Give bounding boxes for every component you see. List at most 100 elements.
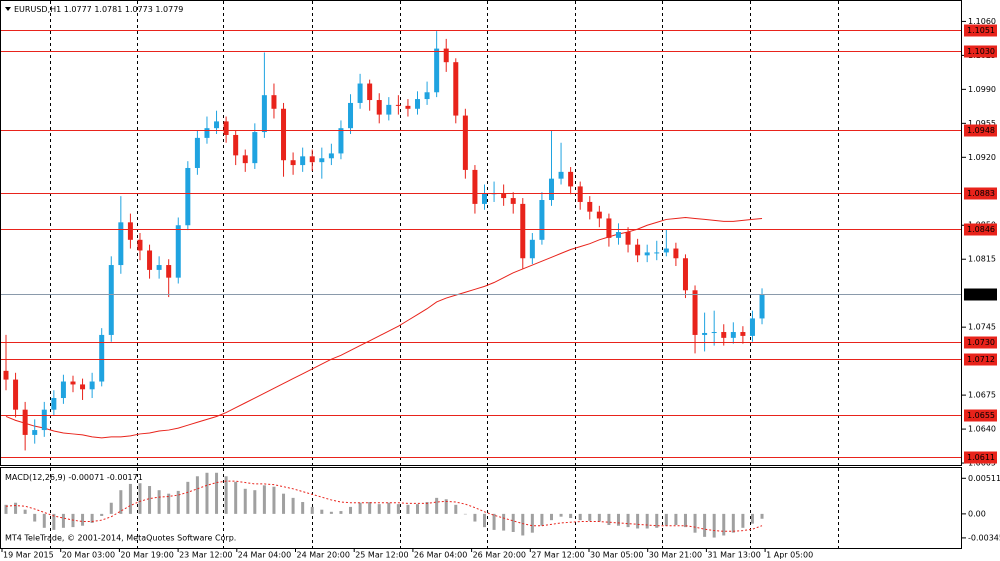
level-label: 1.0611 (967, 453, 995, 462)
candle-body (70, 381, 76, 385)
candle-body (673, 248, 679, 259)
x-tick-label: 31 Mar 13:00 (707, 551, 760, 560)
candle-body (147, 250, 153, 270)
macd-bar (454, 504, 458, 514)
y-tick-label: 0.00 (968, 509, 986, 518)
candle-body (51, 398, 57, 410)
macd-bar (301, 502, 305, 514)
macd-bar (683, 513, 687, 528)
candle-body (348, 102, 354, 129)
x-tick-label: 24 Mar 20:00 (297, 551, 350, 560)
level-label: 1.0655 (967, 411, 995, 420)
macd-bar (329, 511, 333, 514)
x-tick-label: 24 Mar 04:00 (238, 551, 291, 560)
level-label-box (964, 45, 997, 58)
candle-body (22, 409, 28, 435)
macd-bar (750, 513, 754, 524)
macd-bar (253, 490, 257, 514)
level-label: 1.0883 (967, 189, 995, 198)
candle-body (510, 198, 516, 204)
y-tick-label: 1.0675 (968, 391, 996, 400)
macd-bar (186, 481, 190, 514)
candle-body (32, 430, 38, 435)
macd-bar (387, 502, 391, 514)
macd-bar (492, 513, 496, 530)
macd-bar (559, 513, 563, 517)
candle-body (175, 225, 181, 278)
macd-bar (100, 513, 104, 516)
candle-body (635, 244, 641, 256)
candle-body (252, 132, 258, 164)
macd-signal-value: -0.00171 (107, 473, 143, 482)
footer: MT4 TeleTrade, © 2001-2014, MetaQuotes S… (5, 534, 236, 543)
plot (1, 30, 961, 538)
symbol: EURUSD,H1 (14, 5, 61, 14)
macd-bar (320, 509, 324, 514)
y-tick-label: 0.00511 (968, 474, 1000, 483)
candle-body (271, 95, 277, 109)
x-tick-label: 30 Mar 21:00 (649, 551, 702, 560)
menu-triangle (5, 7, 11, 11)
candle-body (654, 252, 660, 254)
x-tick-label: 26 Mar 20:00 (473, 551, 526, 560)
macd-bar (42, 513, 46, 528)
level-label: 1.0712 (967, 355, 995, 364)
candle-body (204, 128, 210, 138)
candle-body (520, 203, 526, 259)
y-tick-label: 1.0815 (968, 255, 996, 264)
level-label-box (964, 24, 997, 37)
candle-body (223, 121, 229, 135)
macd-bar (760, 513, 764, 519)
high-value: 1.0781 (94, 5, 122, 14)
level-label: 1.1051 (967, 26, 995, 35)
candle-body (625, 232, 631, 245)
candle-body (443, 48, 449, 63)
macd-bar (224, 476, 228, 514)
candle-body (156, 265, 162, 270)
macd-bar (588, 513, 592, 521)
candle-body (615, 232, 621, 238)
macd-bar (234, 481, 238, 514)
candle-body (472, 169, 478, 204)
level-label-box (964, 223, 997, 236)
candle-body (453, 62, 459, 116)
y-tick-label: 1.0745 (968, 323, 996, 332)
candle-body (721, 332, 727, 338)
candle-body (405, 105, 411, 109)
x-tick-label: 1 Apr 05:00 (766, 551, 813, 560)
macd-bar (52, 513, 56, 530)
macd-bar (128, 483, 132, 514)
candle-body (644, 252, 650, 256)
candle-body (730, 332, 736, 338)
macd-main-value: -0.00071 (68, 473, 104, 482)
level-label-box (964, 409, 997, 422)
macd-bar (406, 504, 410, 514)
candle-body (711, 332, 717, 334)
y-tick-label: 1.0990 (968, 85, 996, 94)
macd-bar (148, 486, 152, 514)
candle-body (41, 409, 47, 431)
candle-body (319, 158, 325, 163)
grid (50, 1, 839, 548)
candle-body (568, 171, 574, 187)
candle-body (357, 83, 363, 103)
macd-bar (61, 513, 65, 528)
candle-body (692, 290, 698, 335)
candle-body (749, 318, 755, 336)
candle-body (596, 211, 602, 219)
candle-body (127, 222, 133, 240)
macd-bar (310, 506, 314, 514)
macd-bar (291, 497, 295, 514)
macd-bar (396, 504, 400, 514)
macd-bar (444, 499, 448, 514)
macd-bar (626, 513, 630, 528)
candle-body (702, 332, 708, 335)
macd-bar (712, 513, 716, 538)
macd-bar (521, 513, 525, 536)
macd-bar (377, 504, 381, 514)
macd-bar (530, 513, 534, 533)
x-tick-label: 23 Mar 12:00 (179, 551, 232, 560)
macd-bar (358, 502, 362, 514)
macd-bar (157, 490, 161, 514)
candle-body (663, 248, 669, 253)
